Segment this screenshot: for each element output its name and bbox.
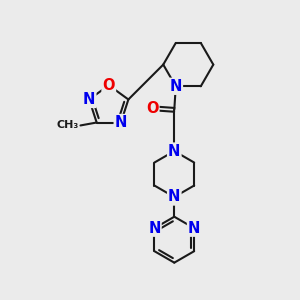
Text: N: N	[168, 144, 181, 159]
Text: N: N	[115, 115, 127, 130]
Text: N: N	[169, 79, 182, 94]
Text: CH₃: CH₃	[57, 121, 79, 130]
Text: N: N	[83, 92, 95, 107]
Text: O: O	[146, 101, 158, 116]
Text: O: O	[103, 78, 115, 93]
Text: N: N	[148, 221, 160, 236]
Text: N: N	[188, 221, 200, 236]
Text: N: N	[168, 190, 181, 205]
